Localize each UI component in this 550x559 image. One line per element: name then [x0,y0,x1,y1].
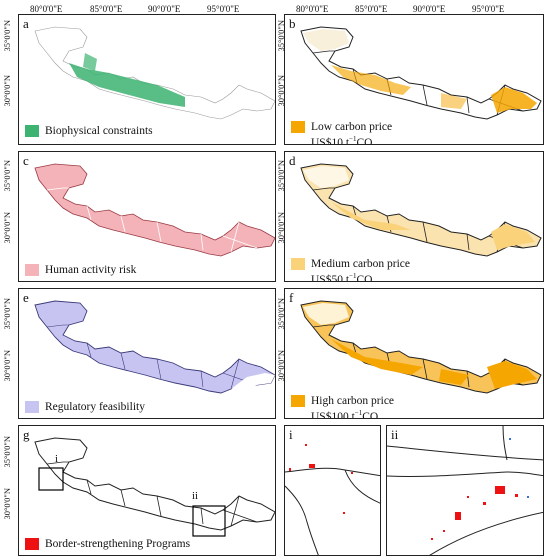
legend-f: High carbon price US$100 t−1CO2 [291,395,395,419]
legend-c: Human activity risk [25,264,136,276]
legend-d-price: US$50 t [311,273,350,282]
lat-tick-c-30: 30°0'0"N [2,212,12,244]
legend-c-label: Human activity risk [45,264,137,276]
legend-e-swatch [25,401,39,413]
panel-a-letter: a [23,16,29,31]
legend-d-swatch [291,258,305,270]
legend-a-swatch [25,125,39,137]
legend-b-price: US$10 t [311,136,350,145]
lon-tick-left-2: 85°0'0"E [90,4,123,14]
panel-d: d Medium carbon price US$50 t−1CO2 [284,151,544,282]
lon-tick-left-1: 80°0'0"E [30,4,63,14]
lat-tick-e-30: 30°0'0"N [2,350,12,382]
legend-d-label: Medium carbon price [311,258,410,270]
map-a [34,26,275,120]
legend-g-label: Border-strengthening Programs [45,538,191,550]
inset-ii-label: ii [391,427,399,442]
lat-tick-g-30: 30°0'0"N [2,488,12,520]
lat-tick-a-35: 35°0'0"N [2,20,12,52]
panel-f-letter: f [289,290,294,305]
panel-f: f High carbon price US$100 t−1CO2 [284,288,544,419]
lon-tick-left-4: 95°0'0"E [207,4,240,14]
lon-tick-right-4: 95°0'0"E [472,4,505,14]
panel-c: c Human activity risk [18,151,276,282]
legend-b-sup: −1 [349,135,357,143]
legend-d-unit: CO [356,273,373,282]
lon-tick-right-1: 80°0'0"E [296,4,329,14]
inset-ii: ii [386,425,544,556]
legend-b-label: Low carbon price [311,121,393,133]
panel-b-letter: b [289,16,296,31]
inset-ii-marker: ii [192,490,199,502]
legend-e: Regulatory feasibility [25,401,145,413]
panel-c-letter: c [23,153,29,168]
map-c [34,163,275,257]
lat-tick-g-35: 35°0'0"N [2,436,12,468]
legend-b: Low carbon price US$10 t−1CO2 [291,121,393,145]
inset-i: i [284,425,381,556]
inset-ii-map [387,426,543,555]
lon-tick-right-2: 85°0'0"E [355,4,388,14]
inset-i-map [285,444,380,555]
map-g [34,437,275,537]
legend-f-sub: 2 [378,417,382,418]
legend-f-swatch [291,395,305,407]
legend-a-label: Biophysical constraints [45,125,153,137]
panel-e-letter: e [23,290,29,305]
panel-b: b Low carbon price US$10 t−1CO2 [284,14,544,145]
lon-tick-left-3: 90°0'0"E [148,4,181,14]
map-f [300,300,542,394]
map-d [300,163,542,257]
legend-b-unit: CO [356,136,373,145]
panel-d-letter: d [289,153,296,168]
panel-e: e Regulatory feasibility [18,288,276,419]
legend-d: Medium carbon price US$50 t−1CO2 [291,258,410,282]
lat-tick-a-30: 30°0'0"N [2,75,12,107]
legend-a: Biophysical constraints [25,125,153,137]
legend-g-swatch [25,538,39,550]
map-e [34,300,275,394]
legend-d-sup: −1 [349,272,357,280]
legend-d-sub: 2 [372,280,376,281]
inset-i-label: i [289,427,293,442]
legend-f-sup: −1 [354,409,363,417]
panel-g-letter: g [23,427,30,442]
legend-f-unit: CO [362,410,379,419]
legend-f-label: High carbon price [311,395,395,407]
lat-tick-e-35: 35°0'0"N [2,298,12,330]
inset-i-marker: i [55,453,59,465]
map-b [300,26,542,120]
panel-g: g i ii Border-strengthening Programs [18,425,276,556]
legend-b-swatch [291,121,305,133]
legend-e-label: Regulatory feasibility [45,401,145,413]
legend-c-swatch [25,264,39,276]
lat-tick-c-35: 35°0'0"N [2,160,12,192]
lon-tick-right-3: 90°0'0"E [413,4,446,14]
legend-b-sub: 2 [372,143,376,144]
panel-a: a Biophysical constraints [18,14,276,145]
legend-f-price: US$100 t [311,410,355,419]
legend-g: Border-strengthening Programs [25,538,190,550]
